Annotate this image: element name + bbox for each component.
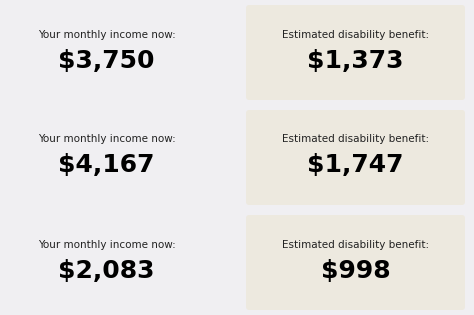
Text: $998: $998 [321,259,390,283]
Text: Your monthly income now:: Your monthly income now: [38,135,175,145]
Text: $3,750: $3,750 [58,49,155,72]
FancyBboxPatch shape [246,110,465,205]
Text: $1,373: $1,373 [307,49,404,72]
Text: Estimated disability benefit:: Estimated disability benefit: [282,135,429,145]
Text: $4,167: $4,167 [58,153,155,177]
Text: Your monthly income now:: Your monthly income now: [38,30,175,39]
Text: Estimated disability benefit:: Estimated disability benefit: [282,239,429,249]
Text: $2,083: $2,083 [58,259,155,283]
Text: Estimated disability benefit:: Estimated disability benefit: [282,30,429,39]
FancyBboxPatch shape [246,215,465,310]
Text: Your monthly income now:: Your monthly income now: [38,239,175,249]
Text: $1,747: $1,747 [307,153,404,177]
FancyBboxPatch shape [246,5,465,100]
